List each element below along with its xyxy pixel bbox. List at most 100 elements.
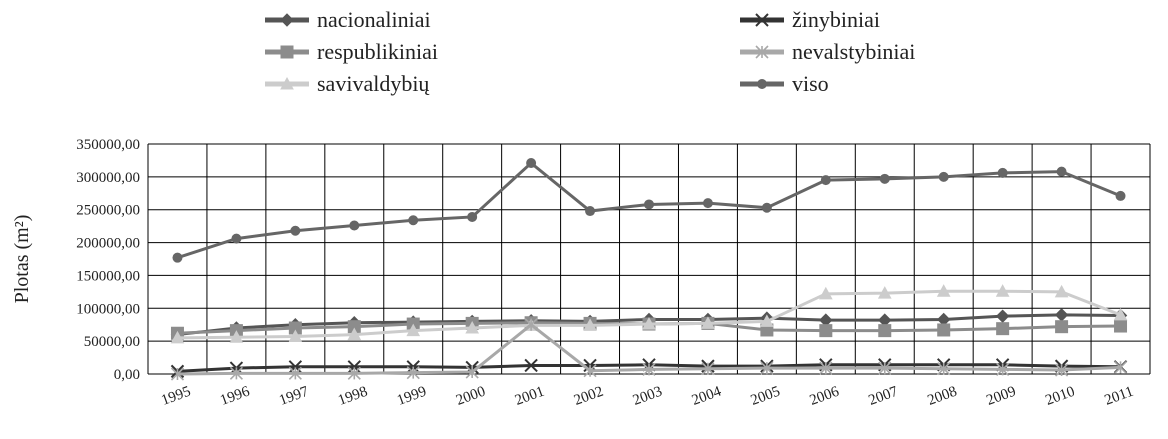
x-tick-label: 1996 [218, 383, 252, 408]
y-tick-label: 150000,00 [76, 268, 140, 284]
data-point [229, 330, 244, 343]
legend-marker [280, 13, 294, 27]
data-point [288, 329, 303, 343]
x-tick-label: 2000 [454, 384, 488, 409]
data-point [761, 202, 772, 213]
data-point [760, 361, 774, 375]
data-point [1054, 308, 1069, 322]
data-point [995, 309, 1010, 323]
data-point [937, 362, 951, 376]
data-point [937, 323, 951, 337]
x-tick-label: 2006 [808, 383, 842, 408]
y-tick-label: 50000,00 [84, 334, 140, 350]
data-point [170, 330, 185, 344]
x-tick-label: 2001 [513, 384, 547, 409]
data-point [819, 361, 833, 375]
y-tick-label: 250000,00 [76, 203, 140, 219]
data-point [170, 367, 185, 381]
data-point [997, 167, 1008, 178]
data-point [524, 318, 538, 332]
data-point [995, 284, 1010, 297]
data-point [879, 173, 890, 184]
data-point [229, 366, 243, 380]
legend-marker [280, 76, 294, 90]
data-point [936, 284, 951, 297]
legend-marker [755, 13, 769, 27]
data-point [288, 366, 302, 380]
y-tick-label: 200000,00 [76, 236, 140, 252]
data-point [996, 322, 1010, 336]
data-point [760, 314, 774, 327]
x-tick-label: 2004 [690, 383, 724, 408]
data-point [467, 211, 478, 222]
y-tick-label: 300000,00 [76, 170, 140, 186]
y-tick-label: 0,00 [114, 367, 140, 383]
x-tick-label: 1999 [395, 384, 429, 409]
legend-label: žinybiniai [792, 7, 880, 32]
data-point [877, 286, 892, 299]
data-point [1113, 307, 1128, 321]
data-point [642, 362, 656, 376]
legend-label: savivaldybių [317, 71, 430, 96]
data-point [1115, 190, 1126, 201]
legend-label: viso [792, 71, 829, 96]
data-point [938, 171, 949, 182]
data-point [406, 366, 420, 380]
y-tick-label: 350000,00 [76, 137, 140, 153]
x-tick-label: 2011 [1103, 384, 1136, 409]
y-tick-label: 100000,00 [76, 301, 140, 317]
data-point [288, 360, 303, 374]
data-point [1113, 360, 1128, 374]
legend-marker [755, 45, 769, 59]
x-tick-label: 1995 [159, 384, 193, 409]
x-tick-label: 1997 [277, 383, 311, 408]
data-point [818, 286, 833, 300]
legend-label: nacionaliniai [317, 7, 431, 32]
x-tick-label: 2010 [1043, 384, 1077, 409]
data-point [406, 323, 421, 337]
data-point [583, 364, 597, 378]
data-point [820, 175, 831, 186]
data-point [1114, 319, 1128, 333]
data-point [1054, 284, 1069, 298]
data-point [1056, 166, 1067, 177]
data-point [347, 360, 362, 374]
data-point [290, 225, 301, 236]
data-point [583, 318, 597, 331]
data-point [465, 320, 480, 334]
legend-label: respublikiniai [317, 39, 438, 64]
data-point [702, 198, 713, 209]
x-tick-label: 2003 [631, 384, 665, 409]
data-point [1055, 320, 1069, 334]
x-tick-label: 2007 [867, 383, 901, 408]
data-point [701, 362, 715, 376]
x-tick-label: 2009 [984, 384, 1018, 409]
data-point [644, 199, 654, 210]
x-tick-label: 1998 [336, 384, 370, 409]
data-point [585, 206, 596, 217]
data-point [701, 316, 715, 329]
data-point [996, 362, 1010, 376]
legend-label: nevalstybiniai [792, 39, 915, 64]
x-tick-label: 2005 [749, 384, 783, 409]
data-point [1055, 363, 1069, 377]
data-point [408, 215, 419, 226]
legend-marker [757, 79, 767, 89]
data-point [878, 324, 892, 338]
data-point [526, 158, 537, 169]
data-point [819, 324, 833, 338]
data-point [878, 361, 892, 375]
data-point [465, 365, 479, 379]
data-point [231, 233, 242, 244]
data-point [524, 358, 538, 373]
y-axis-label: Plotas (m²) [11, 215, 33, 304]
legend-marker [280, 45, 294, 59]
data-point [347, 327, 362, 341]
x-tick-label: 2002 [572, 384, 606, 409]
data-point [642, 317, 656, 330]
x-tick-label: 2008 [926, 384, 960, 409]
data-point [349, 220, 360, 231]
data-point [172, 252, 183, 263]
data-point [347, 366, 361, 380]
